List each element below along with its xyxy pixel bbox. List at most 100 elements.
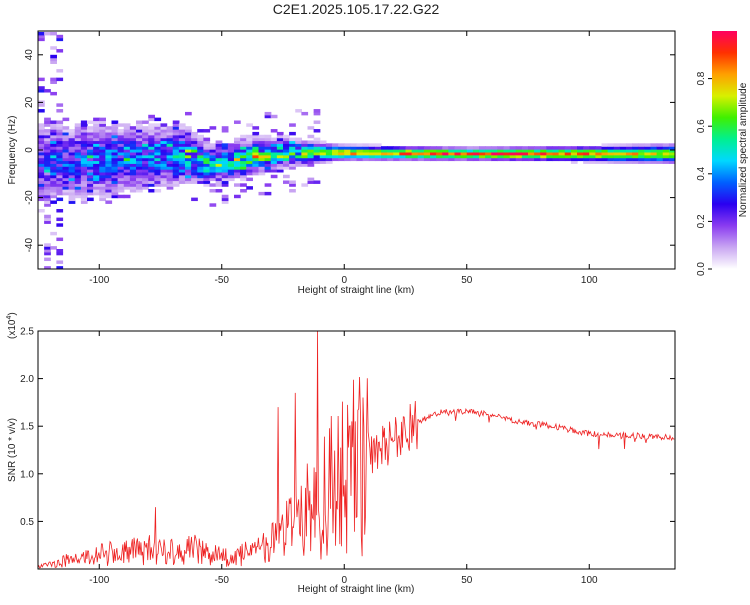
- spectrogram-cell: [56, 77, 64, 82]
- spectrogram-cell: [197, 177, 204, 182]
- spectrogram-cell: [405, 157, 413, 162]
- spectrogram-cell: [234, 137, 241, 142]
- spectrogram-cell: [50, 77, 57, 82]
- spectrogram-cell: [632, 146, 639, 150]
- spectrogram-cell: [117, 137, 125, 142]
- spectrogram-cell: [74, 157, 82, 162]
- spectrogram-cell: [381, 157, 388, 162]
- spectrogram-cell: [68, 143, 76, 147]
- spectrogram-cell: [136, 137, 143, 142]
- spectrogram-cell: [62, 154, 70, 159]
- spectrogram-cell: [234, 143, 241, 147]
- spectrogram-cell: [62, 166, 70, 170]
- spectrogram-cell: [111, 186, 119, 190]
- spectrogram-cell: [44, 166, 51, 170]
- spectrogram-cell: [148, 117, 155, 122]
- spectrogram-cell: [191, 197, 198, 202]
- spectrogram-cell: [129, 186, 137, 190]
- spectrogram-cell: [38, 37, 45, 42]
- spectrogram-cell: [166, 171, 174, 176]
- spectrogram-cell: [56, 171, 64, 176]
- spectrogram-cell: [423, 149, 431, 153]
- spectrogram-cell: [258, 151, 266, 156]
- spectrogram-cell: [472, 157, 480, 162]
- spectrogram-cell: [221, 177, 229, 182]
- spectrogram-cell: [38, 143, 45, 147]
- spectrogram-cell: [215, 157, 223, 162]
- spectrogram-cell: [111, 140, 119, 144]
- spectrogram-cell: [521, 157, 529, 162]
- spectrogram-cell: [105, 126, 113, 130]
- spectrogram-cell: [497, 157, 505, 162]
- spectrogram-cell: [638, 151, 645, 156]
- spectrogram-cell: [503, 146, 511, 150]
- spectrogram-cell: [240, 140, 247, 144]
- spectrogram-cell: [178, 126, 186, 130]
- spectrogram-cell: [166, 177, 174, 182]
- spectrogram-cell: [160, 137, 168, 142]
- spectrogram-cell: [50, 231, 57, 236]
- spectrogram-cell: [485, 146, 492, 150]
- spectrogram-cell: [160, 171, 168, 176]
- spectrogram-cell: [56, 103, 64, 107]
- spectrogram-cell: [136, 160, 143, 164]
- spectrogram-cell: [74, 129, 82, 133]
- snr-x-tick-label: -100: [89, 575, 109, 586]
- spectrogram-cell: [362, 157, 370, 162]
- spectrogram-cell: [99, 134, 106, 139]
- spectrogram-cell: [93, 146, 100, 150]
- spectrogram-cell: [227, 157, 235, 162]
- spectrogram-cell: [148, 169, 155, 173]
- spectrogram-cell: [454, 149, 462, 153]
- spectrogram-y-label: Frequency (Hz): [7, 116, 18, 185]
- spectrogram-cell: [117, 140, 125, 144]
- spectrogram-cell: [307, 177, 315, 182]
- spectrogram-cell: [613, 154, 621, 159]
- spectrogram-cell: [80, 160, 88, 164]
- spectrogram-cell: [38, 154, 45, 159]
- spectrogram-cell: [148, 177, 155, 182]
- spectrogram-y-tick-label: -40: [24, 238, 35, 253]
- spectrogram-cell: [325, 154, 333, 159]
- spectrogram-cell: [62, 137, 70, 142]
- spectrogram-cell: [227, 160, 235, 164]
- spectrogram-cell: [44, 129, 51, 133]
- colorbar-ticks: 0.0 0.2 0.4 0.6 0.8: [696, 71, 712, 276]
- spectrogram-cell: [56, 217, 64, 222]
- spectrogram-cell: [148, 131, 155, 136]
- spectrogram-cell: [166, 183, 174, 187]
- spectrogram-cell: [80, 151, 88, 156]
- spectrogram-cell: [93, 137, 100, 142]
- spectrogram-cell: [44, 177, 51, 182]
- spectrogram-cell: [166, 180, 174, 184]
- spectrogram-cell: [166, 143, 174, 147]
- spectrogram-cell: [44, 220, 51, 224]
- spectrogram-cell: [221, 143, 229, 147]
- spectrogram-cell: [166, 160, 174, 164]
- spectrogram-cell: [105, 177, 113, 182]
- spectrogram-cell: [662, 143, 670, 147]
- spectrogram-cell: [283, 163, 290, 167]
- spectrogram-cell: [626, 143, 633, 147]
- spectrogram-cell: [289, 137, 296, 142]
- spectrogram-cell: [154, 189, 162, 193]
- spectrogram-cell: [74, 154, 82, 159]
- spectrogram-cell: [80, 171, 88, 176]
- spectrogram-cell: [301, 149, 309, 153]
- spectrogram-cell: [80, 126, 88, 130]
- spectrogram-cell: [577, 157, 584, 162]
- spectrogram-cell: [362, 146, 370, 150]
- figure-title: C2E1.2025.105.17.22.G22: [273, 1, 440, 17]
- spectrogram-cell: [197, 143, 204, 147]
- spectrogram-cell: [105, 149, 113, 153]
- spectrogram-cell: [87, 149, 94, 153]
- spectrogram-cell: [44, 143, 51, 147]
- spectrogram-cell: [111, 191, 119, 196]
- spectrogram-cell: [129, 134, 137, 139]
- spectrogram-cell: [185, 146, 192, 150]
- spectrogram-cell: [319, 154, 327, 159]
- spectrogram-cell: [178, 157, 186, 162]
- spectrogram-cell: [93, 186, 100, 190]
- spectrogram-cell: [160, 149, 168, 153]
- spectrogram-cell: [142, 129, 149, 133]
